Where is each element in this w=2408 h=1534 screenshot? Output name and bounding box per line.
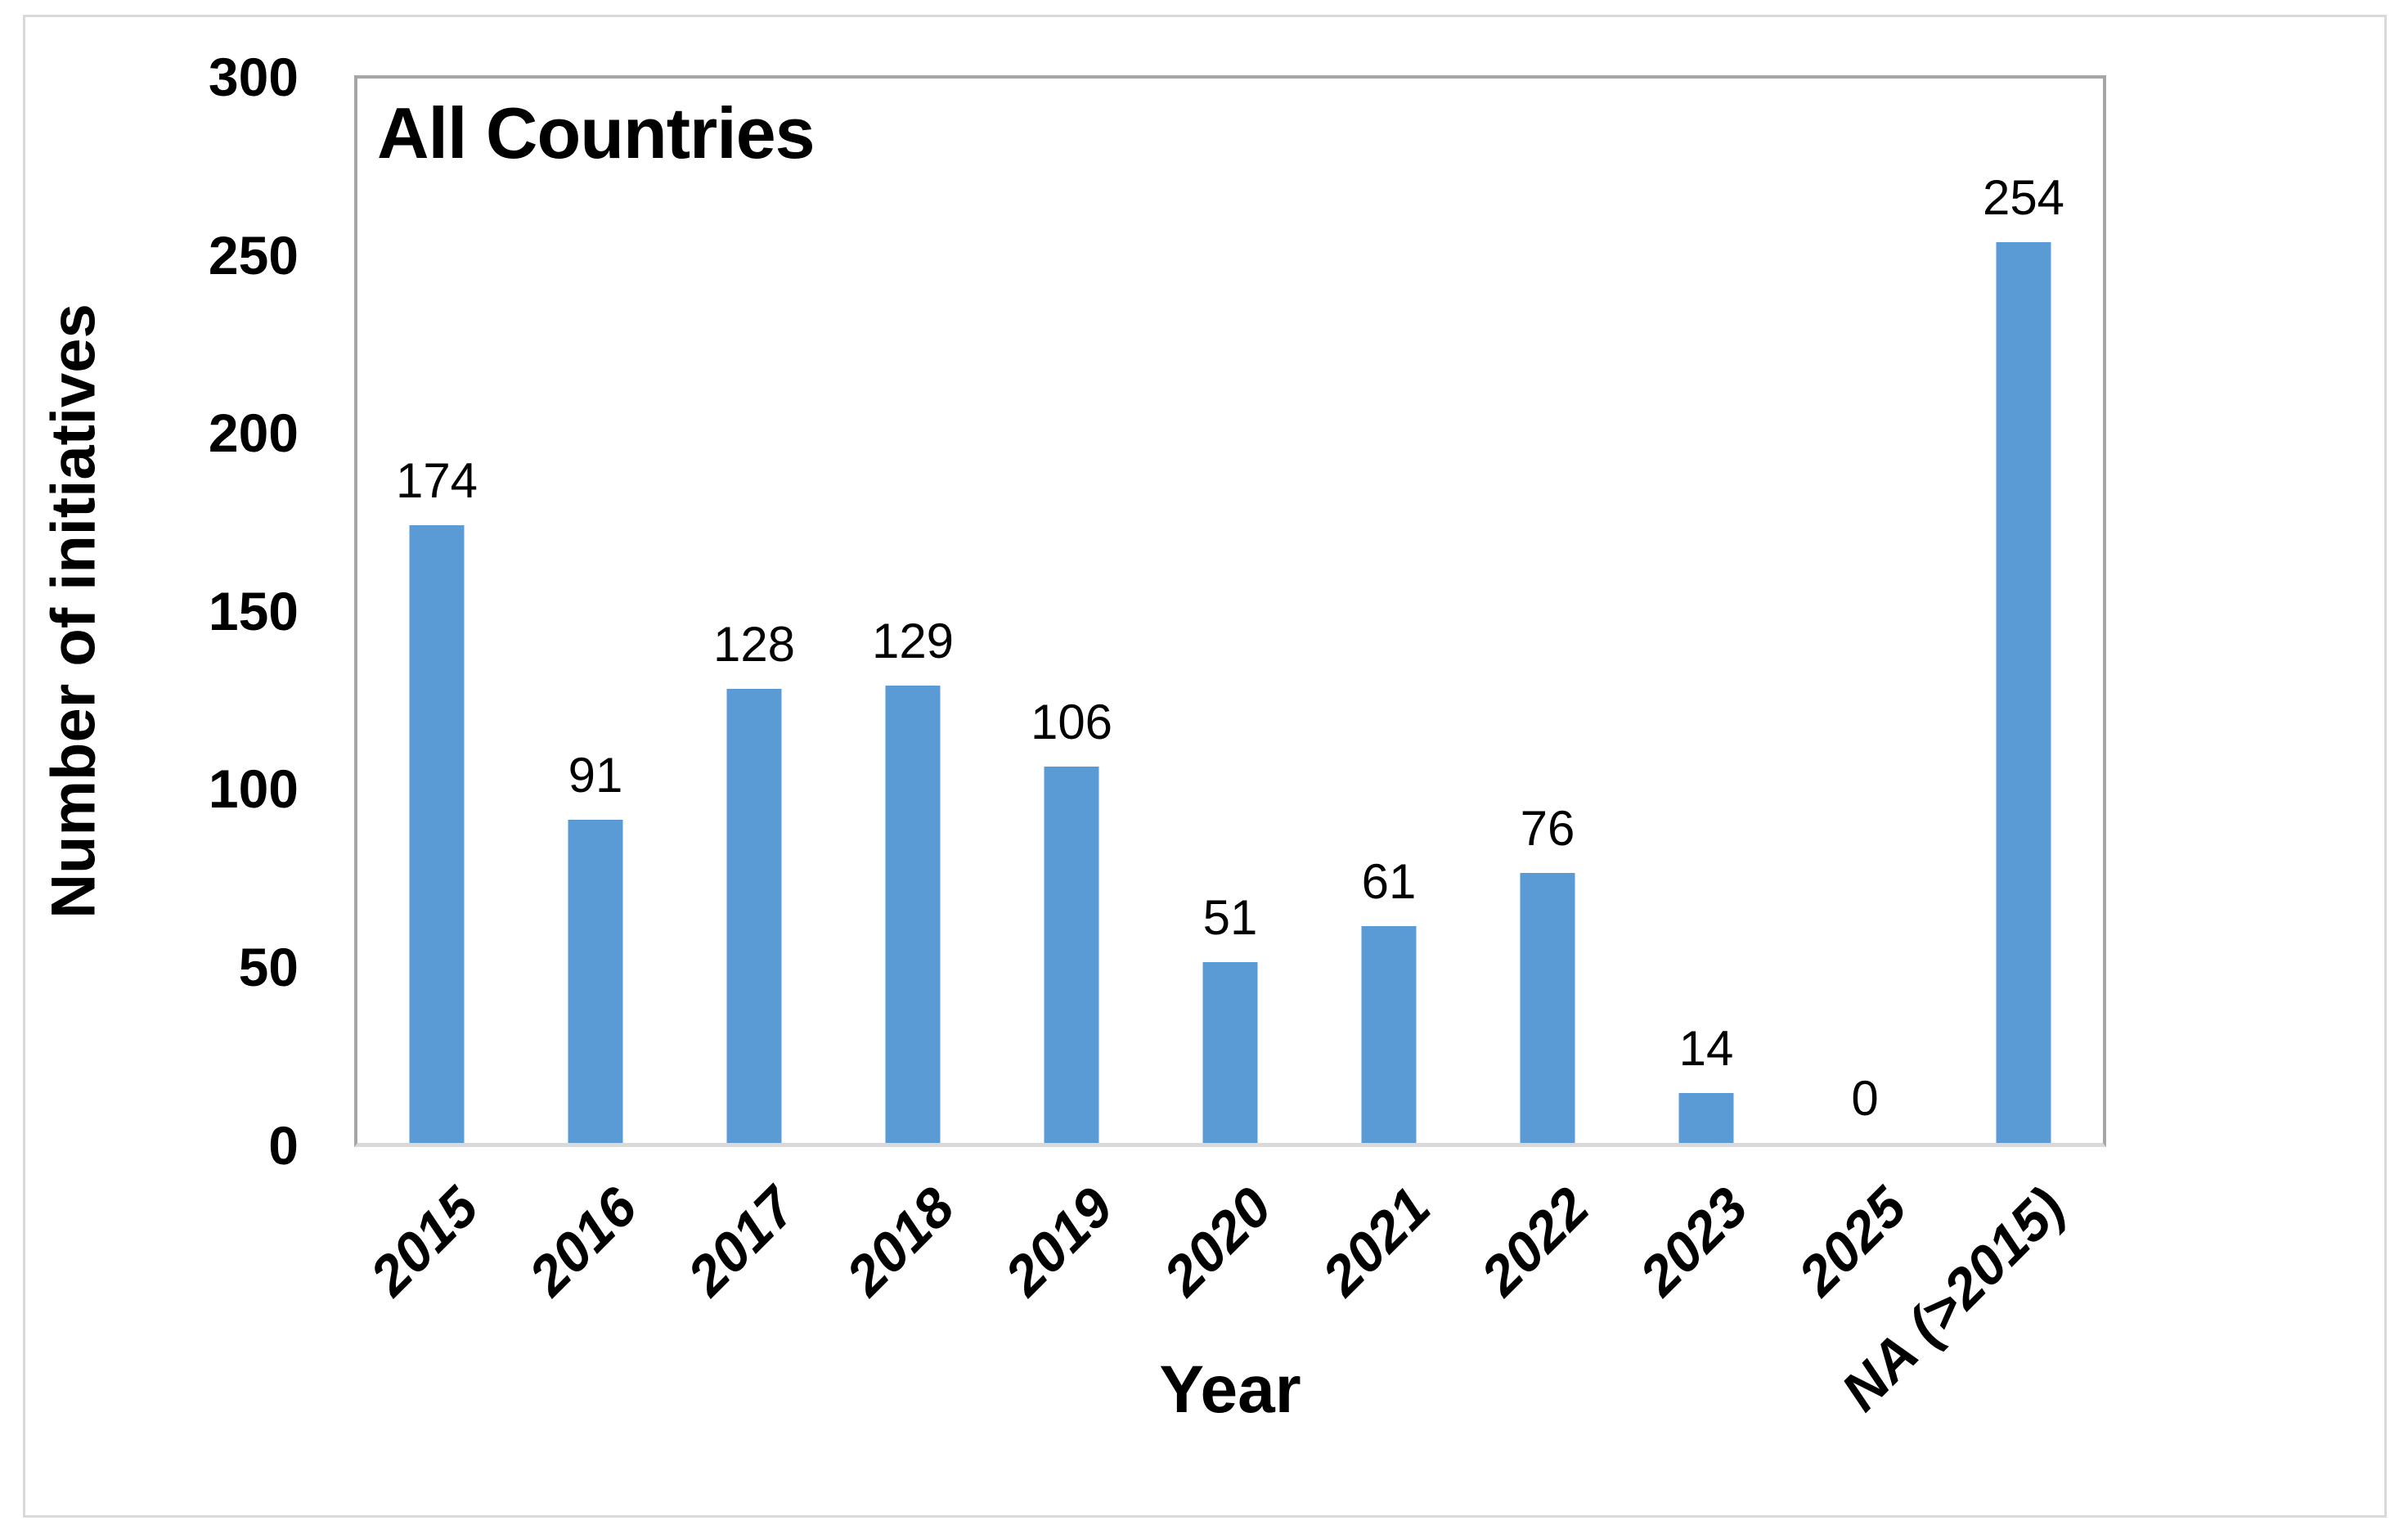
y-tick-label: 150 <box>208 580 299 641</box>
y-tick-label: 50 <box>238 936 299 997</box>
bar <box>726 688 782 1143</box>
bar-slot: 0 <box>1786 79 1944 1143</box>
bar-value-label: 254 <box>1982 169 2065 225</box>
bar-value-label: 0 <box>1851 1071 1879 1126</box>
bar-slot: 51 <box>1151 79 1310 1143</box>
bar <box>1361 926 1417 1143</box>
plot-area: All Countries 174 91 128 129 106 51 61 76 14 0 254 <box>354 75 2106 1147</box>
bar-slot: 14 <box>1627 79 1786 1143</box>
figure-border <box>23 15 2387 1518</box>
y-tick-label: 300 <box>208 47 299 107</box>
bar-value-label: 51 <box>1202 889 1258 945</box>
bar-value-label: 91 <box>568 748 623 803</box>
bar-value-label: 14 <box>1678 1021 1734 1077</box>
bar <box>568 820 623 1143</box>
y-tick-label: 0 <box>268 1114 299 1176</box>
bar-slot: 106 <box>992 79 1151 1143</box>
chart-title: All Countries <box>377 92 815 173</box>
bar <box>885 685 941 1143</box>
x-tick-label: 2018 <box>834 1176 966 1307</box>
bar <box>409 525 465 1143</box>
bar-slot: 129 <box>833 79 992 1143</box>
bar <box>1044 767 1099 1143</box>
bar <box>1202 961 1258 1143</box>
bar-slot: 91 <box>516 79 675 1143</box>
bar-value-label: 129 <box>871 613 955 668</box>
bar-value-label: 106 <box>1030 695 1113 750</box>
bar-slot: 76 <box>1468 79 1627 1143</box>
bar <box>1678 1093 1734 1143</box>
y-tick-label: 100 <box>208 758 299 820</box>
bar-value-label: 128 <box>712 616 796 672</box>
bar <box>1996 241 2051 1143</box>
x-tick-label: 2025 <box>1786 1176 1918 1307</box>
x-tick-label: 2023 <box>1628 1176 1759 1307</box>
x-tick-label: 2020 <box>1152 1176 1283 1307</box>
x-tick-label: 2016 <box>517 1176 649 1307</box>
bar-value-label: 174 <box>395 453 478 509</box>
bar-slot: 128 <box>675 79 833 1143</box>
x-tick-label: 2015 <box>358 1176 490 1307</box>
bar <box>1520 873 1575 1143</box>
bars-container: 174 91 128 129 106 51 61 76 14 0 254 <box>357 79 2103 1143</box>
bar-value-label: 61 <box>1361 854 1417 910</box>
y-axis-tick-labels: 0 50 100 150 200 250 300 <box>0 50 354 1172</box>
x-tick-label: 2017 <box>676 1176 807 1307</box>
x-tick-label: 2022 <box>1469 1176 1601 1307</box>
bar-value-label: 76 <box>1520 801 1575 857</box>
y-tick-label: 200 <box>208 403 299 464</box>
x-tick-label: 2021 <box>1310 1176 1442 1307</box>
bar-slot: 254 <box>1944 79 2103 1143</box>
x-axis-title: Year <box>1159 1352 1301 1427</box>
x-tick-label: 2019 <box>993 1176 1125 1307</box>
bar-slot: 174 <box>357 79 516 1143</box>
y-tick-label: 250 <box>208 224 299 286</box>
bar-slot: 61 <box>1310 79 1468 1143</box>
